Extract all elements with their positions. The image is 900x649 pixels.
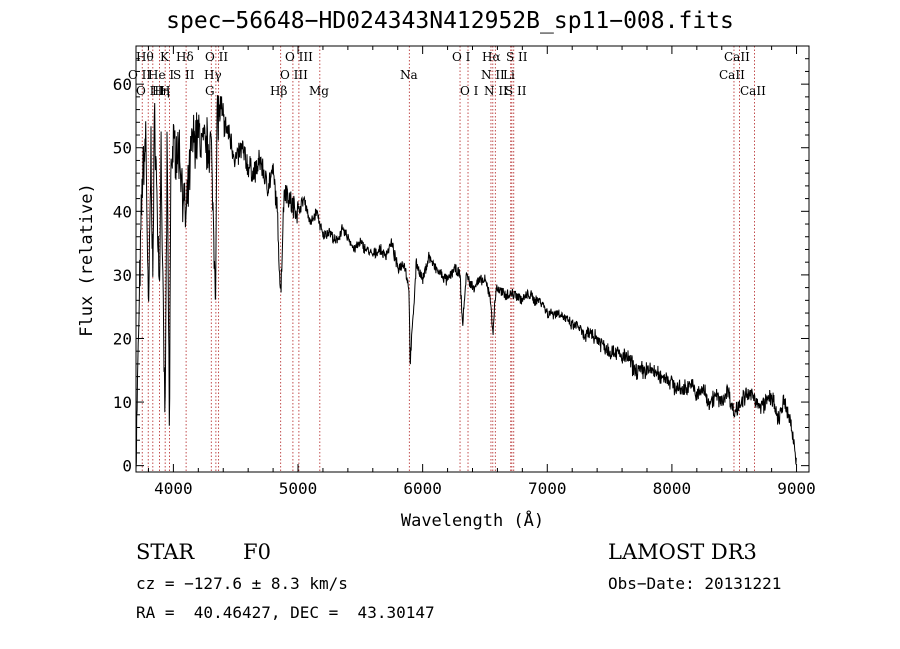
line-label-2-3: G [205,84,215,98]
x-tick-label-5000: 5000 [279,479,318,498]
line-label-0-3: O II [205,50,228,64]
subclass: F0 [243,540,271,564]
line-label-1-6: N II [481,68,505,82]
line-label-2-7: N II [484,84,508,98]
object-class: STAR [136,540,195,564]
y-tick-label-40: 40 [113,202,132,221]
x-tick-label-6000: 6000 [403,479,442,498]
line-label-2-8: S II [505,84,527,98]
survey-name: LAMOST DR3 [608,540,757,564]
line-label-1-8: CaII [719,68,745,82]
axis-ticks: 4000 5000 6000 7000 8000 9000 0 10 20 30 40 50 60 [113,46,816,498]
line-label-0-5: O I [452,50,471,64]
y-tick-label-30: 30 [113,266,132,285]
y-axis-label: Flux (relative) [77,183,97,337]
observation-date: Obs−Date: 20131221 [608,574,782,593]
line-label-0-1: K [160,50,170,64]
x-tick-label-7000: 7000 [528,479,567,498]
line-label-1-0: O II [128,68,151,82]
line-label-1-5: Na [400,68,418,82]
line-label-1-2: S II [173,68,195,82]
line-label-0-6: Hα [482,50,501,64]
line-label-2-1: Hη [152,84,170,98]
line-label-2-5: Mg [309,84,329,98]
x-tick-label-9000: 9000 [777,479,816,498]
y-tick-label-10: 10 [113,393,132,412]
line-label-0-0: Hθ [136,50,154,64]
plot-frame [135,45,810,473]
x-tick-label-8000: 8000 [653,479,692,498]
line-label-2-2: H [160,84,170,98]
y-tick-label-60: 60 [113,75,132,94]
redshift-cz: cz = −127.6 ± 8.3 km/s [136,574,348,593]
x-axis-label: Wavelength (Å) [400,511,545,531]
chart-title: spec−56648−HD024343N412952B_sp11−008.fit… [166,8,734,34]
line-label-1-4: O III [280,68,308,82]
line-markers [141,46,755,472]
y-tick-label-0: 0 [122,457,132,476]
y-tick-label-50: 50 [113,139,132,158]
line-label-1-3: Hγ [204,68,222,82]
line-label-1-7: Li [503,68,515,82]
spectrum-series [135,95,797,469]
line-label-0-2: Hδ [176,50,194,64]
line-label-0-4: O III [285,50,313,64]
line-label-2-9: CaII [740,84,766,98]
x-tick-label-4000: 4000 [154,479,193,498]
ra-dec: RA = 40.46427, DEC = 43.30147 [136,603,435,622]
spectrum-line [135,95,797,469]
line-label-2-0: O III [136,84,164,98]
line-label-2-4: Hβ [270,84,287,98]
line-label-2-6: O I [460,84,479,98]
line-label-0-8: CaII [724,50,750,64]
line-label-1-1: He I [148,68,174,82]
line-label-0-7: S II [506,50,528,64]
y-tick-label-20: 20 [113,329,132,348]
